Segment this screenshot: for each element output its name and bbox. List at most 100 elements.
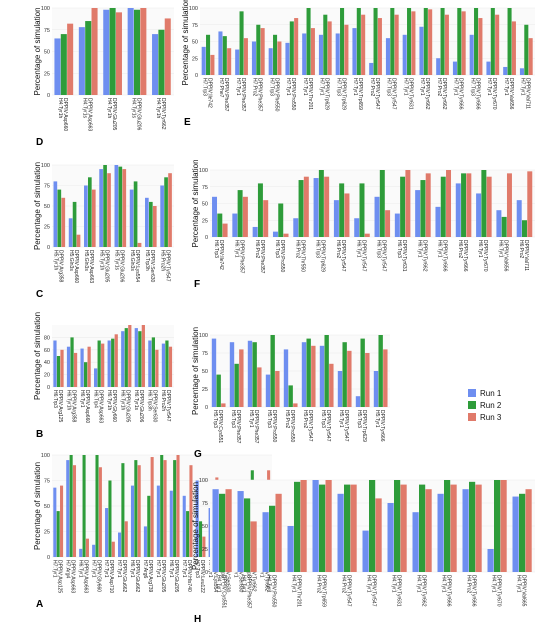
- bar: [168, 173, 172, 247]
- category-label: DPPIV:His740H7:Tyr1: [181, 560, 192, 592]
- bar: [311, 345, 316, 407]
- bar: [385, 210, 391, 237]
- bar: [400, 176, 406, 237]
- y-tick-label: 100: [199, 478, 208, 484]
- bar: [344, 193, 350, 237]
- bar: [324, 176, 330, 237]
- bar: [474, 8, 479, 75]
- category-label: DPPIV:Phe357H5:Tyr1: [248, 410, 259, 444]
- panel-letter: A: [36, 599, 43, 610]
- panel-d: 0 25 50 75 100 DPPIV:Asp660H4:Tyr1h DPPIV:Asp6…: [33, 6, 174, 148]
- bar: [344, 484, 351, 572]
- y-tick-label: 100: [41, 6, 50, 12]
- category-label: DPPIV:Pro550H4:Tyr1: [266, 575, 277, 608]
- category-label: DPPIV:Tyr666H6:Pro2: [457, 240, 468, 272]
- bar: [500, 480, 507, 572]
- category-label: DPPIV:Val711H6:Pro2: [518, 240, 529, 271]
- panel-letter: E: [184, 117, 191, 128]
- y-tick-label: 50: [202, 524, 208, 530]
- bar: [182, 495, 186, 557]
- bar: [339, 183, 345, 237]
- bar: [152, 34, 159, 95]
- bar: [145, 197, 149, 247]
- category-label: DPPIV:Tyr547H7:Pro2: [369, 78, 380, 110]
- category-label: DPPIV:Tyr547H7:Trp3: [386, 78, 397, 110]
- category-label: DPPIV:Tyr547H6:Tyr1: [355, 240, 366, 272]
- bar: [300, 480, 307, 572]
- category-label: DPPIV:Trp629H7:Tyr1: [319, 78, 330, 110]
- bar: [507, 8, 512, 75]
- bar: [138, 331, 142, 387]
- bar: [440, 176, 446, 237]
- category-label: DPPIV:Thr201H4:Tyr1: [291, 575, 302, 607]
- y-tick-label: 50: [192, 40, 198, 46]
- category-label: DPPIV:Asp663H6:Tyr1: [77, 560, 88, 593]
- category-label: DPPIV:Ser630H6:Trp3h: [147, 390, 158, 423]
- bar: [444, 480, 451, 572]
- category-label: DPPIV:Tyr547H6:Pro2h: [160, 390, 171, 422]
- panel-letter: B: [36, 429, 43, 440]
- legend-swatch: [468, 389, 476, 397]
- bar: [522, 220, 527, 237]
- category-label: DPPIV:Tyr547H4:Pro2: [341, 575, 352, 607]
- bar: [237, 190, 243, 237]
- y-tick-label: 20: [44, 373, 50, 379]
- y-tick-label: 25: [44, 71, 50, 77]
- y-axis-label: Percentage of simulation: [33, 462, 42, 550]
- bar: [450, 484, 457, 572]
- bar: [333, 200, 339, 237]
- category-label: DPPIV:Phe357H7:Pro2: [252, 78, 263, 112]
- bar: [148, 201, 153, 247]
- bar: [402, 34, 407, 75]
- y-tick-label: 50: [44, 50, 50, 56]
- bar: [169, 490, 173, 557]
- bar: [347, 350, 352, 407]
- bar: [475, 484, 482, 572]
- bar: [374, 196, 380, 237]
- category-label: DPPIV:Pro550H7:Tyr1: [285, 78, 296, 111]
- bar: [476, 193, 482, 237]
- bar: [79, 548, 83, 557]
- bar: [98, 467, 102, 557]
- bar: [54, 38, 61, 95]
- bar: [415, 190, 421, 237]
- category-label: DPPIV:Phe357H7:Tyr1: [235, 78, 246, 112]
- bar: [490, 8, 495, 75]
- panel-g: 0 25 50 75 100 DPPIV:Cys551H5:Trp3 DPPIV:Phe35…: [191, 327, 390, 460]
- category-label: DPPIV:Glu206H4:Tyr1s: [130, 98, 141, 131]
- y-tick-label: 100: [41, 453, 50, 459]
- bar: [66, 460, 70, 557]
- bar: [327, 21, 332, 75]
- bar: [318, 34, 323, 75]
- category-label: DPPIV:Tyr666H5:Tyr1: [374, 410, 385, 442]
- category-label: DPPIV:Gly660H6:Tyr1h: [106, 390, 117, 422]
- bar: [68, 218, 73, 247]
- bar: [221, 403, 226, 407]
- category-label: DPPIV:Val711H7:Tyr1: [520, 78, 531, 109]
- bar: [325, 480, 332, 572]
- category-label: DPPIV:Tyr670H7:Tyr1: [486, 78, 497, 110]
- bar: [302, 33, 307, 75]
- y-tick-label: 0: [47, 385, 50, 391]
- category-label: DPPIV:Leu122H7:Trp3: [194, 560, 205, 593]
- bar: [235, 49, 240, 75]
- bar: [195, 480, 199, 557]
- bar: [168, 346, 173, 387]
- panel-h: 0 25 50 75 100 DPPIV:Cys551H4:Tyr1 DPPIV:Phe35…: [191, 478, 535, 625]
- bar: [335, 33, 340, 75]
- bar: [306, 338, 311, 407]
- bar: [133, 181, 138, 247]
- bar: [53, 340, 57, 387]
- bar: [405, 170, 411, 237]
- bar: [97, 340, 101, 387]
- bar: [212, 489, 219, 572]
- bar: [176, 455, 180, 557]
- bar: [60, 349, 64, 387]
- y-tick-label: 25: [202, 218, 208, 224]
- category-label: DPPIV:Arg739H7:Arg6: [142, 560, 153, 593]
- bar: [323, 14, 328, 75]
- bar: [165, 340, 169, 387]
- y-tick-label: 75: [202, 351, 208, 357]
- bar: [122, 169, 127, 247]
- category-label: DPPIV:Tyr631H7:Tyr1: [402, 78, 413, 110]
